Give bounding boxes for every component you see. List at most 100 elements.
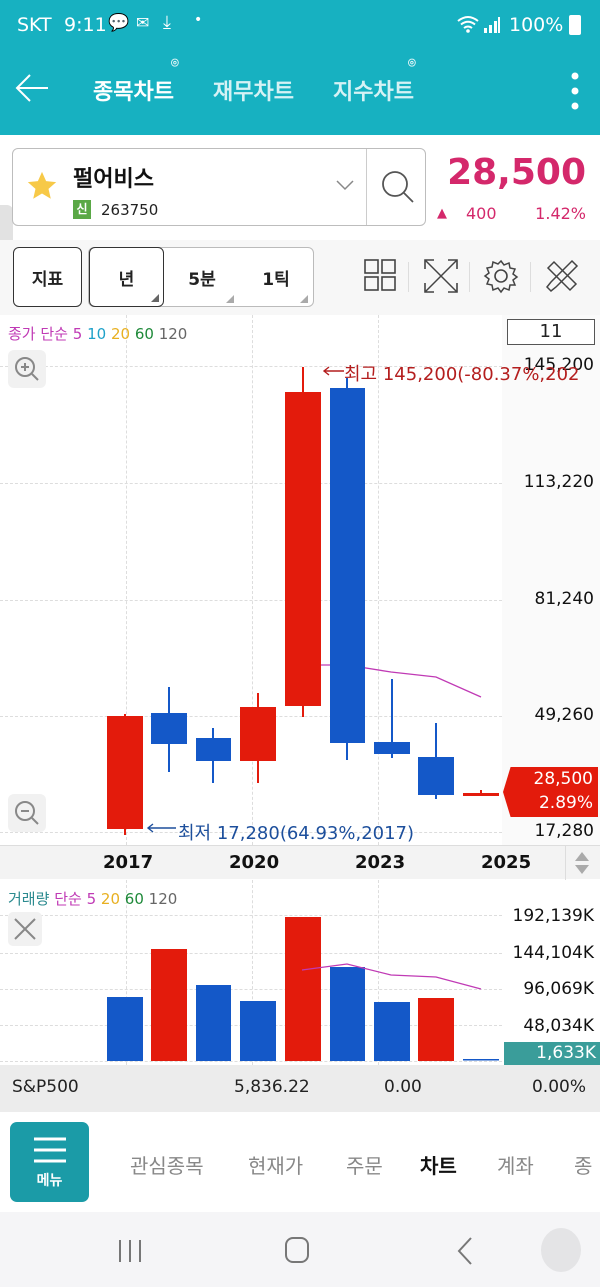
index-ticker-bar[interactable]: S&P500 5,836.22 0.00 0.00%	[0, 1065, 600, 1112]
x-label: 2023	[355, 852, 406, 873]
recent-apps-button[interactable]	[116, 1238, 144, 1268]
tab-label: 재무차트	[213, 80, 294, 105]
price-change-pct: 1.42%	[535, 204, 586, 223]
zoom-out-button[interactable]	[8, 794, 46, 832]
timeframe-year[interactable]: 년	[89, 247, 164, 307]
clock: 9:11	[64, 14, 107, 36]
menu-button[interactable]: 메뉴	[10, 1122, 89, 1202]
nav-current-price[interactable]: 현재가	[248, 1154, 304, 1178]
legend-ma60: 60	[124, 890, 144, 908]
price-axis[interactable]: 11 145,200 113,220 81,240 49,260 17,280	[502, 315, 600, 845]
back-button[interactable]	[14, 70, 52, 110]
candlestick-series	[107, 366, 499, 835]
tools-icon[interactable]	[542, 256, 582, 296]
y-label: 49,260	[534, 705, 594, 725]
current-volume-tag: 1,633K	[504, 1042, 600, 1065]
kakaotalk-icon: 💬	[108, 13, 130, 33]
grid-layout-icon[interactable]	[361, 256, 401, 296]
legend-ma10: 10	[87, 325, 107, 343]
tag-pct: 2.89%	[538, 793, 593, 813]
menu-label: 메뉴	[36, 1173, 63, 1189]
candle-count-box[interactable]: 11	[507, 319, 595, 345]
legend-ma20: 20	[110, 325, 131, 343]
close-volume-button[interactable]	[8, 912, 42, 946]
timeframe-label: 1틱	[262, 269, 290, 290]
home-button[interactable]	[284, 1236, 310, 1268]
dropdown-corner-icon	[300, 295, 308, 303]
battery-pct: 100%	[509, 14, 564, 36]
tab-financial-chart[interactable]: 재무차트	[213, 74, 294, 106]
tab-index-chart[interactable]: ⌾ 지수차트	[333, 56, 416, 106]
x-label: 2020	[229, 852, 280, 873]
timeframe-5min[interactable]: 5분	[166, 247, 238, 307]
favorite-star-icon[interactable]	[25, 169, 59, 207]
nav-more[interactable]: 종	[574, 1154, 593, 1178]
y-label: 17,280	[534, 821, 594, 841]
more-menu-button[interactable]	[568, 70, 582, 118]
up-triangle-icon: ▲	[437, 206, 447, 221]
volume-axis[interactable]: 192,139K 144,104K 96,069K 48,034K 1,633K	[502, 880, 600, 1065]
download-icon: ⤓	[163, 12, 171, 33]
dot-icon: •	[194, 12, 203, 28]
index-name: S&P500	[12, 1077, 79, 1097]
tag-price: 28,500	[533, 769, 593, 789]
indicator-button[interactable]: 지표	[13, 247, 82, 307]
nav-chart[interactable]: 차트	[420, 1154, 457, 1178]
dropdown-corner-icon	[226, 295, 234, 303]
nav-order[interactable]: 주문	[346, 1154, 383, 1178]
tab-label: 종목차트	[93, 80, 174, 105]
search-button[interactable]	[378, 167, 418, 211]
stock-selector[interactable]: 펄어비스 신 263750	[12, 148, 426, 226]
x-label: 2017	[103, 852, 154, 873]
scroll-updown-icon[interactable]	[573, 850, 591, 880]
zoom-in-button[interactable]	[8, 350, 46, 388]
settings-gear-icon[interactable]	[481, 256, 521, 296]
tab-label: 지수차트	[333, 80, 414, 105]
legend-ma120: 120	[158, 325, 188, 343]
signal-icon	[483, 16, 501, 39]
chevron-down-icon[interactable]	[335, 177, 355, 196]
y-label: 48,034K	[523, 1016, 594, 1036]
nav-watchlist[interactable]: 관심종목	[130, 1154, 204, 1178]
nav-account[interactable]: 계좌	[497, 1154, 534, 1178]
accessibility-icon[interactable]	[541, 1228, 581, 1272]
y-label: 145,200	[523, 355, 594, 375]
y-label: 113,220	[523, 472, 594, 492]
bottom-nav: 메뉴 관심종목 현재가 주문 차트 계좌 종	[0, 1112, 600, 1212]
timeframe-1tick[interactable]: 1틱	[240, 247, 312, 307]
stock-name: 펄어비스	[73, 167, 154, 192]
y-label: 81,240	[534, 589, 594, 609]
dropdown-corner-icon	[151, 294, 159, 302]
top-bar: ⌾ 종목차트 재무차트 ⌾ 지수차트	[0, 52, 600, 135]
indicator-label: 지표	[31, 269, 64, 290]
carrier: SKT	[17, 14, 52, 36]
timeframe-label: 5분	[188, 269, 216, 290]
current-price-tag: 28,500 2.89%	[503, 767, 598, 817]
y-label: 144,104K	[512, 943, 594, 963]
legend-ma60: 60	[134, 325, 154, 343]
price-change: 400	[466, 204, 497, 223]
volume-legend[interactable]: 거래량 단순 5 20 60 120	[8, 888, 177, 909]
status-bar: SKT 9:11 💬 ✉ ⤓ • 100%	[0, 0, 600, 52]
system-nav-bar	[0, 1212, 600, 1287]
index-value: 5,836.22	[234, 1077, 310, 1097]
legend-prefix: 종가 단순	[8, 325, 68, 343]
time-axis[interactable]: 2017 2020 2023 2025	[0, 845, 600, 880]
fullscreen-icon[interactable]	[421, 256, 461, 296]
battery-icon	[569, 15, 581, 35]
y-label: 96,069K	[523, 979, 594, 999]
legend-ma20: 20	[100, 890, 120, 908]
current-price: 28,500	[447, 152, 586, 193]
volume-series	[107, 917, 499, 1061]
legend-ma120: 120	[148, 890, 178, 908]
wifi-icon	[456, 14, 480, 39]
price-legend[interactable]: 종가 단순 5 10 20 60 120	[8, 323, 187, 344]
index-change: 0.00	[384, 1077, 422, 1097]
back-nav-button[interactable]	[455, 1236, 475, 1270]
legend-ma5: 5	[86, 890, 97, 908]
x-label: 2025	[481, 852, 532, 873]
y-label: 192,139K	[512, 906, 594, 926]
tab-stock-chart[interactable]: ⌾ 종목차트	[93, 56, 179, 106]
legend-prefix: 거래량	[8, 890, 50, 908]
legend-sub: 단순	[54, 890, 82, 908]
